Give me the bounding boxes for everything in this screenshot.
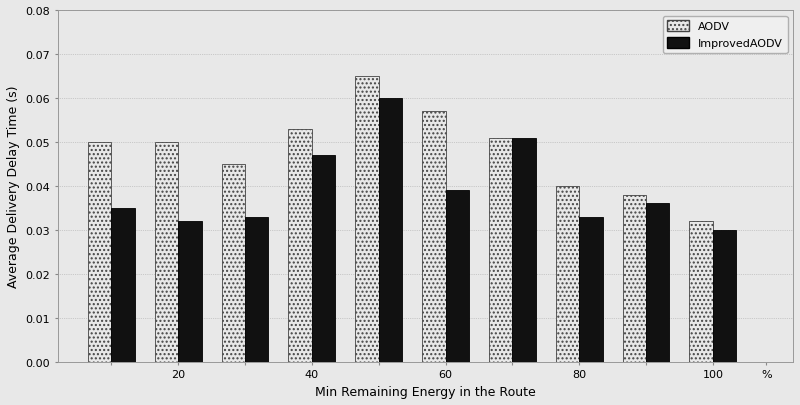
Bar: [622, 195, 646, 362]
Bar: [222, 164, 245, 362]
Bar: [111, 209, 134, 362]
Bar: [289, 129, 312, 362]
Legend: AODV, ImprovedAODV: AODV, ImprovedAODV: [662, 17, 787, 54]
Bar: [446, 191, 469, 362]
Bar: [178, 222, 202, 362]
Bar: [690, 222, 713, 362]
Bar: [378, 99, 402, 362]
Bar: [512, 138, 536, 362]
Bar: [579, 217, 602, 362]
Bar: [245, 217, 269, 362]
X-axis label: Min Remaining Energy in the Route: Min Remaining Energy in the Route: [315, 385, 536, 398]
Bar: [154, 143, 178, 362]
Bar: [355, 77, 378, 362]
Bar: [422, 112, 446, 362]
Bar: [646, 204, 670, 362]
Bar: [556, 186, 579, 362]
Bar: [88, 143, 111, 362]
Bar: [489, 138, 512, 362]
Bar: [713, 230, 736, 362]
Y-axis label: Average Delivery Delay Time (s): Average Delivery Delay Time (s): [7, 85, 20, 288]
Bar: [312, 156, 335, 362]
